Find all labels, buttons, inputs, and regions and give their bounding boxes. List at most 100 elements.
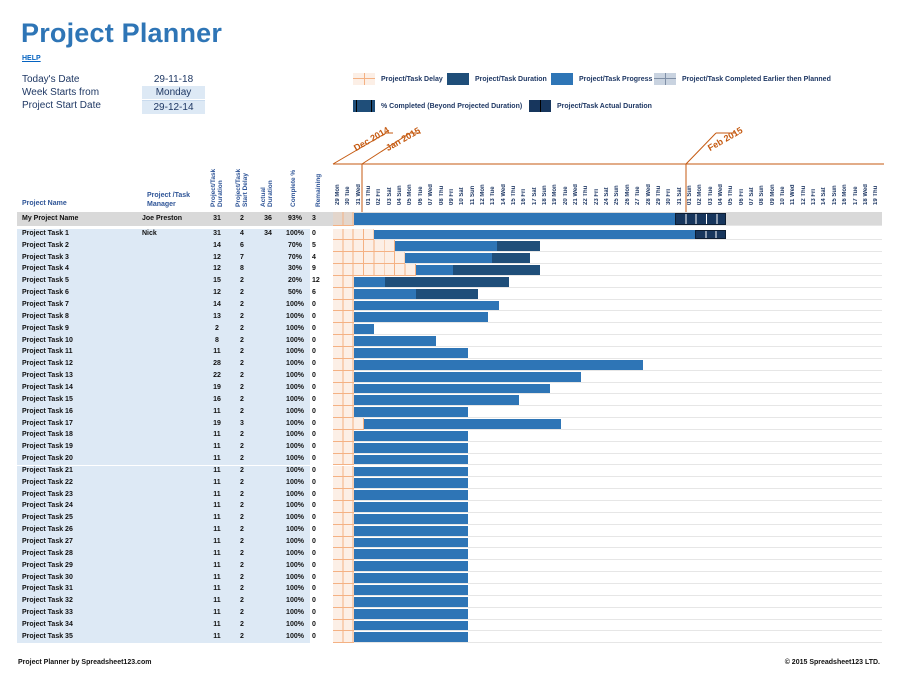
- task-name[interactable]: Project Task 35: [22, 632, 73, 640]
- task-complete[interactable]: 100%: [286, 549, 304, 557]
- task-duration[interactable]: 31: [213, 229, 221, 237]
- task-progress-bar[interactable]: [353, 324, 375, 335]
- task-duration[interactable]: 15: [213, 277, 221, 285]
- task-name[interactable]: Project Task 34: [22, 620, 73, 628]
- task-delay[interactable]: 2: [240, 301, 244, 309]
- task-delay[interactable]: 2: [240, 561, 244, 569]
- task-progress-bar[interactable]: [353, 276, 385, 287]
- task-duration[interactable]: 11: [213, 490, 221, 498]
- task-name[interactable]: Project Task 13: [22, 372, 73, 380]
- task-name[interactable]: Project Task 19: [22, 443, 73, 451]
- task-delay[interactable]: 2: [240, 277, 244, 285]
- task-name[interactable]: Project Task 31: [22, 585, 73, 593]
- task-delay[interactable]: 2: [240, 466, 244, 474]
- task-name[interactable]: Project Task 22: [22, 478, 73, 486]
- task-complete[interactable]: 100%: [286, 585, 304, 593]
- task-delay[interactable]: 2: [240, 383, 244, 391]
- task-duration[interactable]: 14: [213, 241, 221, 249]
- task-name[interactable]: Project Task 2: [22, 241, 69, 249]
- task-progress-bar[interactable]: [353, 549, 468, 560]
- task-duration[interactable]: 11: [213, 455, 221, 463]
- task-delay[interactable]: 2: [240, 289, 244, 297]
- task-name[interactable]: Project Task 24: [22, 502, 73, 510]
- task-duration[interactable]: 11: [213, 632, 221, 640]
- task-complete[interactable]: 100%: [286, 443, 304, 451]
- task-duration[interactable]: 14: [213, 301, 221, 309]
- task-complete[interactable]: 100%: [286, 597, 304, 605]
- task-progress-bar[interactable]: [353, 537, 468, 548]
- task-complete[interactable]: 100%: [286, 538, 304, 546]
- task-complete[interactable]: 93%: [287, 214, 302, 222]
- start-date-input[interactable]: 29-12-14: [142, 100, 205, 114]
- task-duration[interactable]: 12: [213, 265, 221, 273]
- task-remaining[interactable]: 0: [312, 383, 316, 391]
- task-delay[interactable]: 2: [240, 214, 244, 222]
- task-delay[interactable]: 2: [240, 348, 244, 356]
- task-complete[interactable]: 100%: [286, 502, 304, 510]
- task-delay[interactable]: 2: [240, 443, 244, 451]
- task-duration[interactable]: 31: [213, 214, 221, 222]
- task-remaining[interactable]: 0: [312, 538, 316, 546]
- task-delay[interactable]: 2: [240, 324, 244, 332]
- task-name[interactable]: Project Task 29: [22, 561, 73, 569]
- task-remaining[interactable]: 0: [312, 443, 316, 451]
- task-delay[interactable]: 2: [240, 609, 244, 617]
- task-remaining[interactable]: 0: [312, 490, 316, 498]
- task-duration[interactable]: 11: [213, 561, 221, 569]
- task-name[interactable]: Project Task 32: [22, 597, 73, 605]
- task-name[interactable]: Project Task 12: [22, 360, 73, 368]
- task-progress-bar[interactable]: [353, 454, 468, 465]
- task-progress-bar[interactable]: [364, 419, 561, 429]
- task-remaining[interactable]: 0: [312, 455, 316, 463]
- task-complete[interactable]: 100%: [286, 514, 304, 522]
- task-remaining[interactable]: 0: [312, 526, 316, 534]
- task-complete[interactable]: 100%: [286, 372, 304, 380]
- task-delay[interactable]: 7: [240, 253, 244, 261]
- task-remaining[interactable]: 3: [312, 214, 316, 222]
- task-name[interactable]: Project Task 14: [22, 383, 73, 391]
- task-remaining[interactable]: 0: [312, 312, 316, 320]
- task-complete[interactable]: 100%: [286, 336, 304, 344]
- task-remaining-duration-bar[interactable]: [492, 253, 530, 264]
- todays-date-value[interactable]: 29-11-18: [153, 74, 194, 85]
- task-complete[interactable]: 100%: [286, 490, 304, 498]
- task-remaining[interactable]: 9: [312, 265, 316, 273]
- task-progress-bar[interactable]: [353, 383, 551, 394]
- task-name[interactable]: Project Task 10: [22, 336, 73, 344]
- task-duration[interactable]: 8: [215, 336, 219, 344]
- task-remaining[interactable]: 0: [312, 585, 316, 593]
- task-progress-bar[interactable]: [353, 395, 520, 406]
- task-remaining[interactable]: 0: [312, 466, 316, 474]
- task-complete[interactable]: 100%: [286, 360, 304, 368]
- task-duration[interactable]: 11: [213, 514, 221, 522]
- task-complete[interactable]: 100%: [286, 407, 304, 415]
- task-complete[interactable]: 100%: [286, 229, 304, 237]
- task-remaining[interactable]: 0: [312, 324, 316, 332]
- task-remaining[interactable]: 0: [312, 502, 316, 510]
- task-remaining[interactable]: 5: [312, 241, 316, 249]
- task-complete[interactable]: 100%: [286, 419, 304, 427]
- task-name[interactable]: Project Task 8: [22, 312, 69, 320]
- help-link[interactable]: HELP: [22, 55, 41, 62]
- task-remaining[interactable]: 0: [312, 419, 316, 427]
- task-name[interactable]: Project Task 18: [22, 431, 73, 439]
- task-progress-bar[interactable]: [353, 288, 416, 299]
- task-duration[interactable]: 11: [213, 585, 221, 593]
- task-duration[interactable]: 11: [213, 573, 221, 581]
- task-progress-bar[interactable]: [353, 608, 468, 619]
- task-delay[interactable]: 6: [240, 241, 244, 249]
- task-duration[interactable]: 13: [213, 312, 221, 320]
- task-progress-bar[interactable]: [353, 371, 582, 382]
- task-delay[interactable]: 2: [240, 360, 244, 368]
- task-progress-bar[interactable]: [353, 620, 468, 631]
- task-name[interactable]: Project Task 11: [22, 348, 73, 356]
- task-delay[interactable]: 2: [240, 502, 244, 510]
- task-delay[interactable]: 3: [240, 419, 244, 427]
- task-remaining[interactable]: 0: [312, 407, 316, 415]
- task-duration[interactable]: 11: [213, 407, 221, 415]
- task-remaining[interactable]: 0: [312, 597, 316, 605]
- task-duration[interactable]: 11: [213, 538, 221, 546]
- task-progress-bar[interactable]: [353, 407, 468, 418]
- task-name[interactable]: Project Task 9: [22, 324, 69, 332]
- task-remaining-duration-bar[interactable]: [384, 276, 509, 287]
